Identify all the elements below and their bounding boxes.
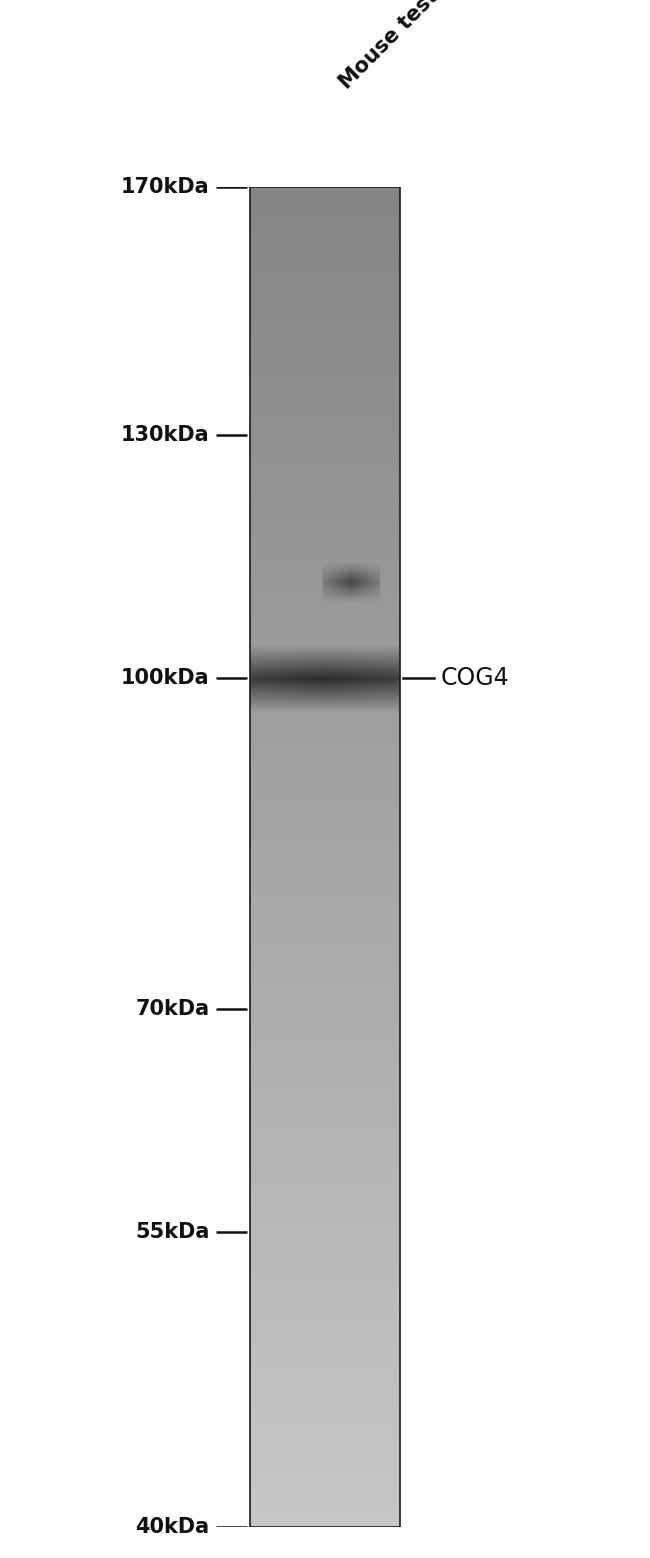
Text: 100kDa: 100kDa <box>121 668 209 689</box>
Text: COG4: COG4 <box>441 667 509 690</box>
Text: Mouse testis: Mouse testis <box>336 0 456 93</box>
Bar <box>250 187 400 1527</box>
Text: 130kDa: 130kDa <box>121 425 209 446</box>
Text: 55kDa: 55kDa <box>135 1221 209 1242</box>
Text: 170kDa: 170kDa <box>121 178 209 196</box>
Text: 40kDa: 40kDa <box>135 1517 209 1536</box>
Text: 70kDa: 70kDa <box>135 999 209 1019</box>
